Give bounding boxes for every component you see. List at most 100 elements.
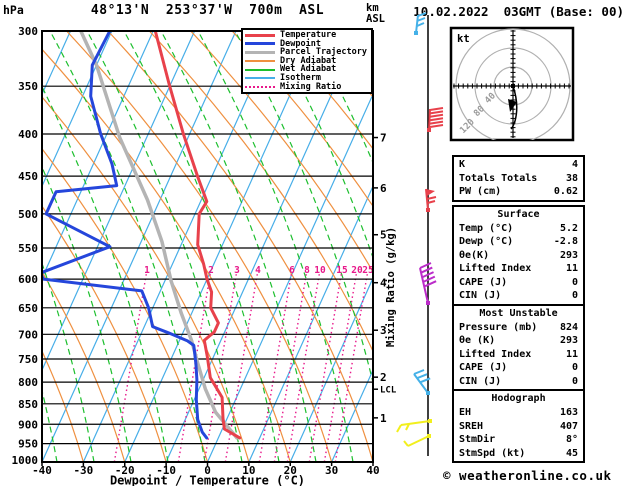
legend-line-sample — [245, 77, 275, 80]
altitude-unit-km: km — [366, 2, 379, 14]
station-title: 48°13'N 253°37'W 700m ASL — [90, 3, 325, 18]
section-row: StmDir 8° — [459, 433, 578, 447]
index-value: 0 — [571, 276, 578, 288]
legend-item: Dewpoint — [245, 38, 369, 49]
legend-item-label: Dewpoint — [280, 38, 321, 49]
mixing-ratio-value-labels: 1 2 3 4 6 8 10 15 20 25 — [144, 265, 374, 276]
index-label: CAPE (J) — [459, 276, 508, 288]
index-value: 293 — [559, 249, 578, 261]
section-title: Most Unstable — [479, 307, 558, 319]
index-label: CIN (J) — [459, 290, 502, 301]
wind-barb — [403, 434, 431, 447]
mixing-ratio-axis-title: Mixing Ratio (g/kg) — [385, 227, 397, 347]
svg-text:1000: 1000 — [12, 454, 39, 467]
section-row: CAPE (J) 0 — [459, 276, 578, 290]
parcel-trajectory-curve — [79, 31, 239, 440]
index-value: 0 — [571, 375, 578, 387]
summary-indices-box: K 4 Totals Totals 38 PW (cm) 0.62 — [452, 155, 585, 202]
section-row: StmSpd (kt) 45 — [459, 447, 578, 461]
detail-indices-box: Surface Temp (°C) 5.2 Dewp (°C) -2.8 θe(K) 293… — [452, 204, 585, 463]
section-row: Lifted Index 11 — [459, 348, 578, 362]
index-label: Pressure (mb) — [459, 321, 538, 333]
index-label: PW (cm) — [459, 186, 502, 197]
legend-item-label: Isotherm — [280, 72, 321, 83]
svg-text:4: 4 — [255, 265, 261, 276]
section-row: Dewp (°C) -2.8 — [459, 235, 578, 249]
legend-item-label: Mixing Ratio — [280, 81, 342, 92]
legend-item-label: Dry Adiabat — [280, 55, 337, 66]
svg-text:600: 600 — [18, 273, 38, 286]
wind-barb — [425, 188, 437, 212]
legend-line-sample — [245, 42, 275, 46]
svg-text:25: 25 — [362, 265, 374, 276]
legend-item: Dry Adiabat — [245, 57, 369, 66]
index-label: Temp (°C) — [459, 222, 514, 234]
sounding-curves — [42, 31, 242, 440]
svg-text:1: 1 — [144, 265, 150, 276]
svg-text:-30: -30 — [73, 464, 93, 477]
svg-text:40: 40 — [366, 464, 379, 477]
lcl-label: LCL — [380, 386, 397, 396]
index-label: StmSpd (kt) — [459, 447, 526, 459]
dewpoint-curve — [42, 31, 209, 440]
index-label: StmDir — [459, 434, 496, 445]
section-row: θe (K) 293 — [459, 334, 578, 348]
legend-item: Temperature — [245, 31, 369, 40]
svg-text:300: 300 — [18, 25, 38, 38]
index-value: 38 — [565, 172, 578, 184]
legend-item: Parcel Trajectory — [245, 48, 369, 57]
svg-text:6: 6 — [289, 265, 295, 276]
credit-text: © weatheronline.co.uk — [443, 468, 612, 483]
index-value: 407 — [559, 420, 578, 432]
svg-text:550: 550 — [18, 242, 38, 255]
altitude-unit-asl: ASL — [366, 13, 385, 25]
index-value: 11 — [565, 263, 578, 274]
index-value: 293 — [559, 335, 578, 346]
legend-item-label: Parcel Trajectory — [280, 47, 367, 58]
altitude-axis: 7 6 5 4 3 2 1 LCL Mixing Ratio (g/kg) — [373, 132, 397, 425]
svg-text:3: 3 — [234, 265, 240, 276]
svg-text:-10: -10 — [156, 464, 176, 477]
svg-text:20: 20 — [351, 265, 363, 276]
svg-text:15: 15 — [336, 265, 348, 276]
section-row: CIN (J) 0 — [459, 289, 578, 303]
index-value: 0 — [571, 362, 578, 373]
section-row: CAPE (J) 0 — [459, 361, 578, 375]
section-row: Pressure (mb) 824 — [459, 321, 578, 335]
index-value: -2.8 — [553, 236, 578, 247]
svg-text:950: 950 — [18, 438, 38, 451]
svg-text:700: 700 — [18, 328, 38, 341]
svg-text:7: 7 — [380, 132, 387, 145]
legend-item: Wet Adiabat — [245, 65, 369, 74]
index-label: CAPE (J) — [459, 362, 508, 373]
legend-item: Mixing Ratio — [245, 81, 369, 92]
svg-text:800: 800 — [18, 376, 38, 389]
hodograph-unit-label: kt — [457, 33, 470, 45]
index-label: θe(K) — [459, 249, 490, 261]
svg-text:10: 10 — [314, 265, 326, 276]
index-label: Dewp (°C) — [459, 236, 514, 247]
index-value: 163 — [559, 407, 578, 418]
svg-text:850: 850 — [18, 398, 38, 411]
index-value: 4 — [571, 159, 578, 170]
summary-row: Totals Totals 38 — [459, 172, 578, 186]
index-value: 0.62 — [553, 186, 578, 197]
index-label: Lifted Index — [459, 263, 532, 274]
svg-text:4: 4 — [380, 277, 387, 290]
svg-text:2: 2 — [208, 265, 214, 276]
index-label: EH — [459, 407, 472, 418]
run-date-title: 10.02.2022 03GMT (Base: 00) — [413, 4, 624, 19]
section-row: CIN (J) 0 — [459, 375, 578, 389]
svg-text:-40: -40 — [32, 464, 52, 477]
index-value: 11 — [565, 348, 578, 360]
legend-item: Isotherm — [245, 74, 369, 83]
section-row: SREH 407 — [459, 420, 578, 434]
svg-text:-20: -20 — [115, 464, 135, 477]
legend-line-sample — [245, 68, 275, 71]
wind-barb — [413, 369, 431, 395]
hodograph-trace — [510, 85, 518, 130]
svg-text:500: 500 — [18, 208, 38, 221]
svg-text:350: 350 — [18, 80, 38, 93]
svg-text:0: 0 — [204, 464, 211, 477]
